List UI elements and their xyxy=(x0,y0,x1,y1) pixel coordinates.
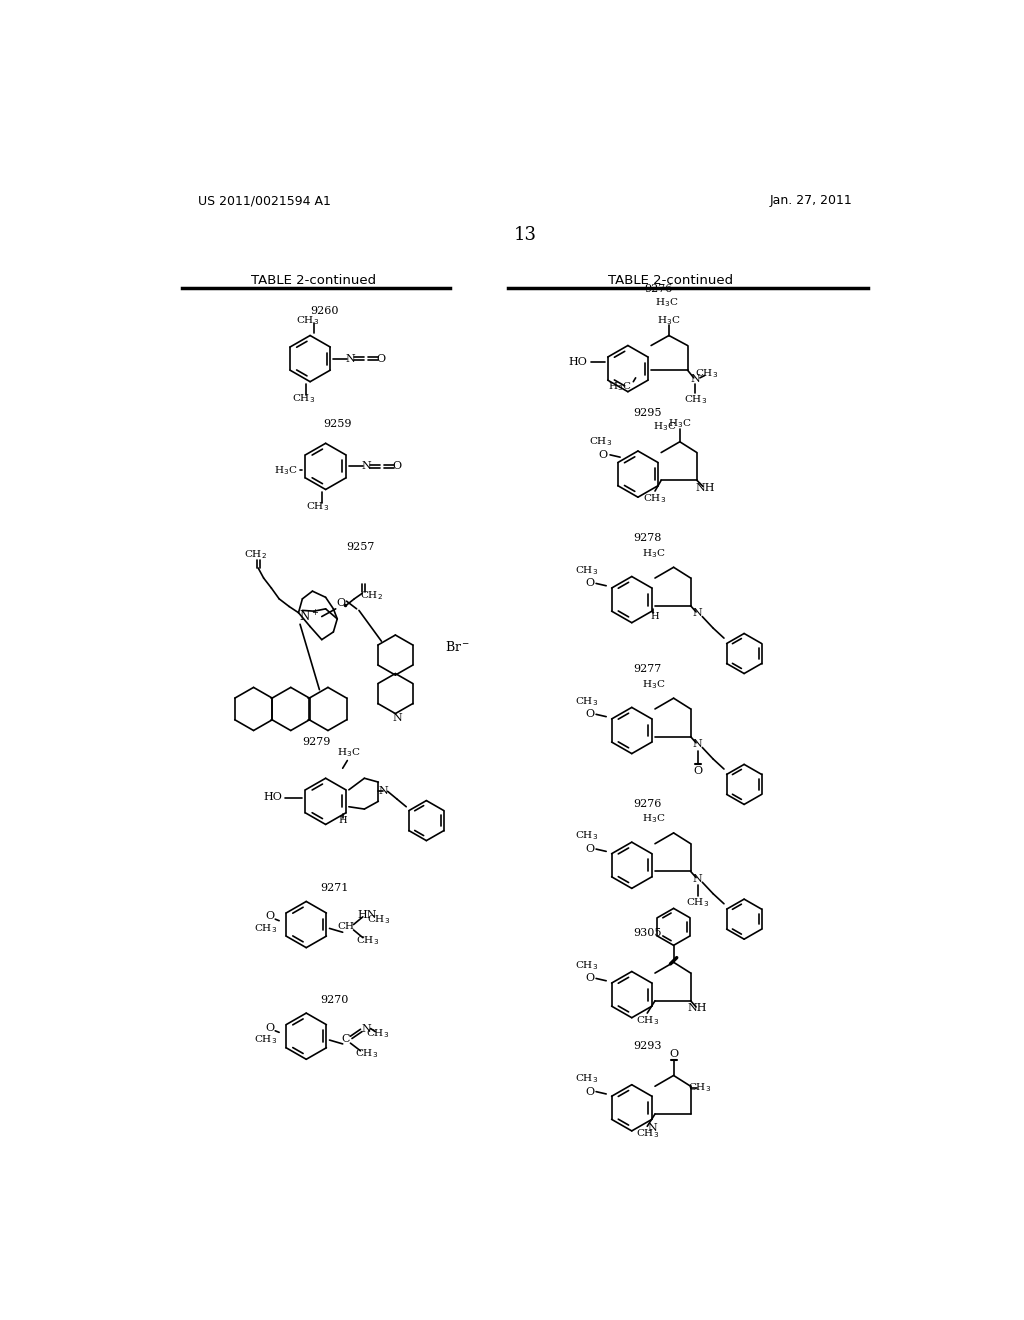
Text: N: N xyxy=(379,787,389,796)
Text: 9295: 9295 xyxy=(633,408,662,417)
Text: CH$_3$: CH$_3$ xyxy=(575,829,598,842)
Text: CH$_3$: CH$_3$ xyxy=(254,921,276,935)
Text: N: N xyxy=(693,739,702,750)
Text: N: N xyxy=(345,354,355,363)
Text: CH$_3$: CH$_3$ xyxy=(575,958,598,972)
Text: 9293: 9293 xyxy=(633,1041,662,1051)
Text: H$_3$C: H$_3$C xyxy=(652,420,676,433)
Text: H$_3$C: H$_3$C xyxy=(337,746,360,759)
Text: H$_3$C: H$_3$C xyxy=(642,546,666,560)
Text: CH$_3$: CH$_3$ xyxy=(355,1048,378,1060)
Text: O: O xyxy=(586,709,595,719)
Text: CH$_3$: CH$_3$ xyxy=(306,500,330,513)
Text: N: N xyxy=(693,874,702,884)
Text: 9257: 9257 xyxy=(346,543,375,552)
Text: N: N xyxy=(690,375,700,384)
Text: US 2011/0021594 A1: US 2011/0021594 A1 xyxy=(198,194,331,207)
Text: H: H xyxy=(338,816,347,825)
Text: 9260: 9260 xyxy=(310,306,338,315)
Text: O: O xyxy=(586,843,595,854)
Text: O: O xyxy=(586,1086,595,1097)
Text: 9279: 9279 xyxy=(302,737,331,747)
Text: TABLE 2-continued: TABLE 2-continued xyxy=(608,273,733,286)
Text: H$_3$C: H$_3$C xyxy=(642,813,666,825)
Text: CH$_2$: CH$_2$ xyxy=(245,549,267,561)
Text: CH$_3$: CH$_3$ xyxy=(575,1072,598,1085)
Text: CH$_3$: CH$_3$ xyxy=(694,367,718,380)
Text: CH$_3$: CH$_3$ xyxy=(684,393,707,405)
Text: H$_3$C: H$_3$C xyxy=(657,314,681,326)
Text: HN: HN xyxy=(357,909,377,920)
Text: O: O xyxy=(337,598,346,609)
Text: C: C xyxy=(342,1034,350,1044)
Text: 9276: 9276 xyxy=(645,284,673,294)
Text: Br$^-$: Br$^-$ xyxy=(444,640,470,655)
Text: 9278: 9278 xyxy=(633,533,662,543)
Text: N: N xyxy=(361,1023,371,1034)
Text: N: N xyxy=(393,713,402,723)
Text: O: O xyxy=(265,911,274,921)
Text: CH$_3$: CH$_3$ xyxy=(686,896,710,908)
Text: N: N xyxy=(361,462,371,471)
Text: N: N xyxy=(647,1123,656,1133)
Text: CH$_3$: CH$_3$ xyxy=(636,1014,658,1027)
Text: 13: 13 xyxy=(513,227,537,244)
Text: H$_3$C: H$_3$C xyxy=(273,463,297,477)
Text: H$_3$C: H$_3$C xyxy=(642,678,666,690)
Text: H$_3$C: H$_3$C xyxy=(655,296,678,309)
Text: CH$_3$: CH$_3$ xyxy=(292,392,315,405)
Text: HO: HO xyxy=(568,358,587,367)
Text: HO: HO xyxy=(263,792,283,803)
Text: CH$_3$: CH$_3$ xyxy=(367,912,390,925)
Text: 9271: 9271 xyxy=(321,883,349,894)
Text: 9305: 9305 xyxy=(633,928,662,939)
Text: N$^+$: N$^+$ xyxy=(299,609,318,624)
Text: NH: NH xyxy=(688,1003,708,1014)
Text: 9259: 9259 xyxy=(323,418,351,429)
Text: CH$_3$: CH$_3$ xyxy=(356,935,379,948)
Text: 9270: 9270 xyxy=(321,995,349,1005)
Text: CH$_3$: CH$_3$ xyxy=(589,436,612,449)
Text: CH$_2$: CH$_2$ xyxy=(359,589,383,602)
Text: Jan. 27, 2011: Jan. 27, 2011 xyxy=(770,194,853,207)
Text: NH: NH xyxy=(695,483,715,492)
Text: O: O xyxy=(377,354,386,363)
Text: O: O xyxy=(669,1049,678,1059)
Text: H$_3$C: H$_3$C xyxy=(668,417,691,430)
Text: N: N xyxy=(693,609,702,619)
Text: CH$_3$: CH$_3$ xyxy=(643,492,667,506)
Text: CH$_3$: CH$_3$ xyxy=(254,1034,276,1047)
Text: H$_3$C: H$_3$C xyxy=(608,380,632,393)
Text: O: O xyxy=(265,1023,274,1032)
Text: O: O xyxy=(392,462,401,471)
Text: CH$_3$: CH$_3$ xyxy=(575,694,598,708)
Text: 9276: 9276 xyxy=(633,799,662,809)
Text: TABLE 2-continued: TABLE 2-continued xyxy=(252,273,377,286)
Text: O: O xyxy=(693,766,702,776)
Text: CH$_3$: CH$_3$ xyxy=(296,314,319,326)
Text: O: O xyxy=(598,450,607,459)
Text: 9277: 9277 xyxy=(633,664,662,675)
Text: CH: CH xyxy=(337,923,354,932)
Text: H: H xyxy=(650,612,659,620)
Text: CH$_3$: CH$_3$ xyxy=(636,1127,658,1140)
Text: CH$_3$: CH$_3$ xyxy=(366,1027,389,1040)
Text: CH$_3$: CH$_3$ xyxy=(688,1081,712,1094)
Text: CH$_3$: CH$_3$ xyxy=(575,564,598,577)
Text: O: O xyxy=(586,578,595,589)
Text: O: O xyxy=(586,973,595,983)
